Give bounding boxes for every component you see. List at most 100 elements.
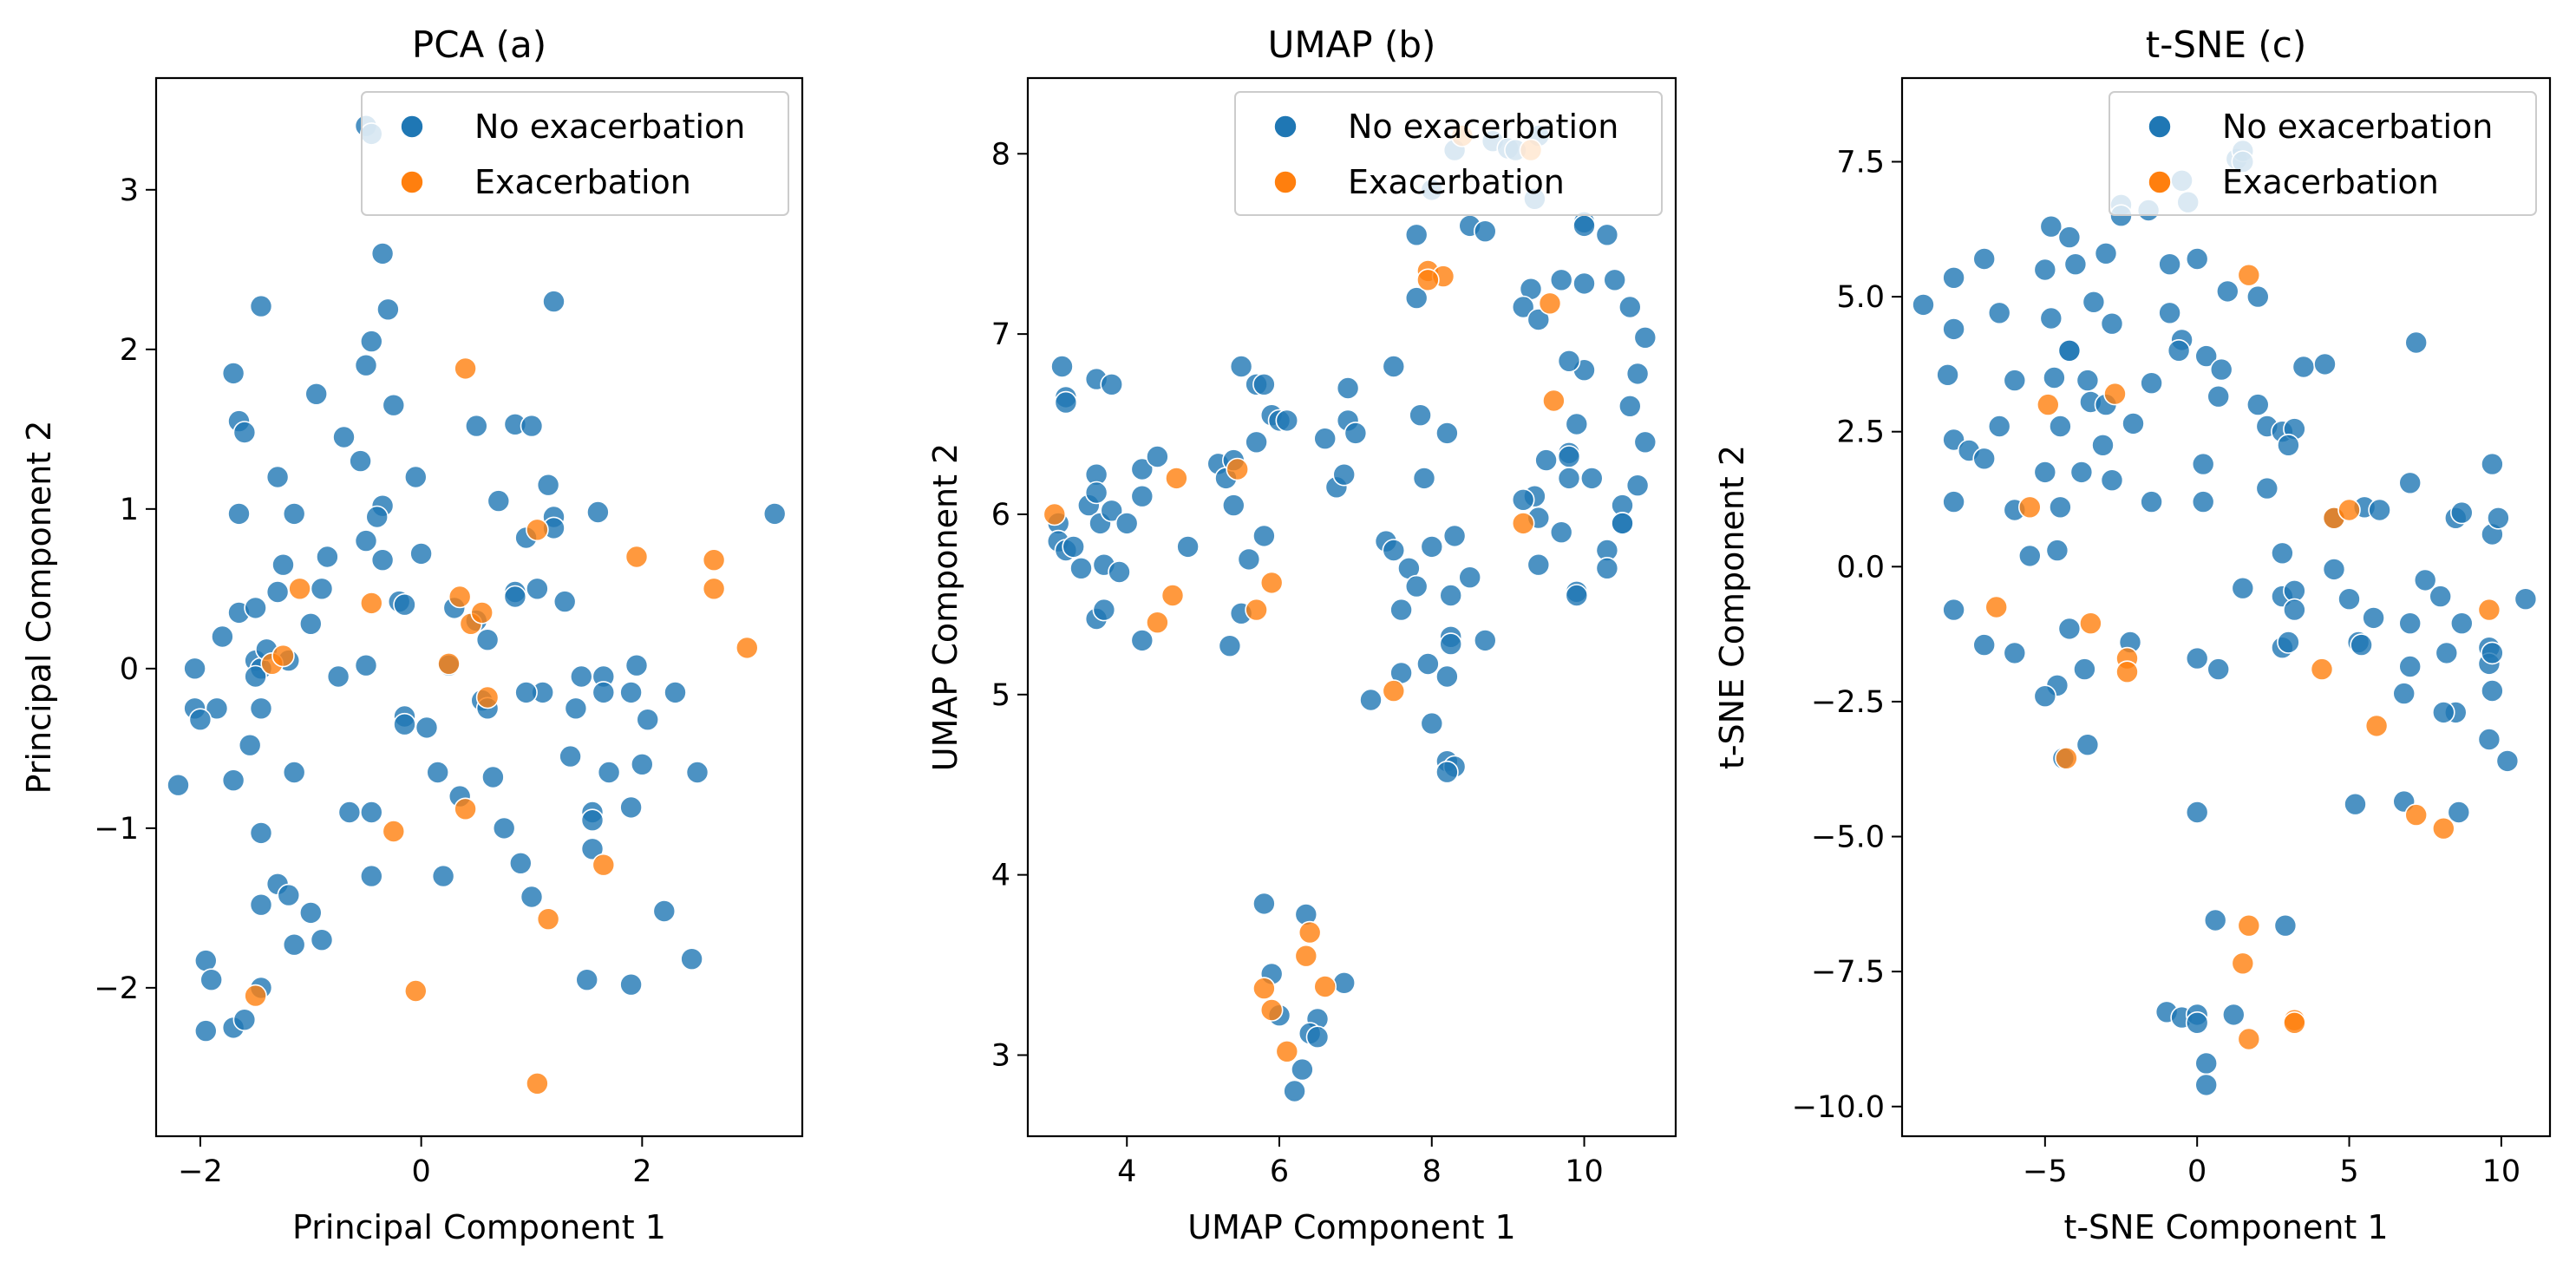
- data-point: [2246, 393, 2270, 416]
- data-point: [2283, 598, 2306, 622]
- data-point: [1222, 494, 1246, 517]
- data-point: [1100, 499, 1123, 523]
- data-point: [359, 801, 383, 824]
- data-point: [2368, 498, 2391, 522]
- data-point: [1332, 971, 1356, 995]
- data-point: [1252, 977, 1276, 1000]
- data-point: [1633, 325, 1657, 350]
- data-point: [2246, 284, 2270, 309]
- data-point: [1252, 372, 1276, 396]
- y-tick-label: −2: [94, 971, 139, 1006]
- pca-x-axis-label: Principal Component 1: [292, 1208, 666, 1246]
- data-point: [2115, 660, 2139, 684]
- data-point: [282, 761, 306, 784]
- data-point: [1226, 457, 1249, 481]
- data-point: [1538, 291, 1562, 316]
- y-tick-label: −2.5: [1811, 685, 1885, 720]
- data-point: [536, 473, 560, 497]
- data-point: [221, 362, 245, 385]
- data-point: [2033, 684, 2057, 709]
- data-point: [2194, 1073, 2218, 1097]
- data-point: [310, 928, 334, 951]
- x-tick-label: 6: [1270, 1154, 1289, 1189]
- data-point: [403, 979, 428, 1003]
- data-point: [2167, 338, 2191, 363]
- data-point: [2185, 801, 2209, 824]
- data-point: [2043, 366, 2066, 389]
- data-point: [542, 290, 566, 313]
- data-point: [304, 382, 329, 406]
- data-point: [569, 664, 593, 689]
- data-point: [1442, 524, 1467, 548]
- y-tick-label: −1: [94, 812, 139, 847]
- data-point: [1435, 422, 1459, 445]
- data-point: [2313, 352, 2337, 376]
- y-tick-label: 3: [120, 173, 139, 208]
- data-point: [1245, 598, 1268, 622]
- legend-marker-no-exacerbation: [2148, 114, 2172, 139]
- umap-series-exacerbation: [1043, 124, 1566, 1063]
- data-point: [1625, 362, 1650, 386]
- pca-axes-frame: [154, 76, 804, 1138]
- data-point: [199, 968, 223, 991]
- data-point: [559, 744, 582, 768]
- legend-marker-no-exacerbation: [400, 114, 424, 139]
- data-point: [536, 907, 560, 931]
- x-tick-label: 4: [1117, 1154, 1136, 1189]
- data-point: [1412, 467, 1436, 490]
- data-point: [2404, 330, 2428, 355]
- data-point: [249, 696, 273, 721]
- data-point: [2481, 679, 2504, 703]
- data-point: [1305, 1025, 1330, 1049]
- data-point: [409, 542, 433, 566]
- data-point: [564, 696, 588, 721]
- pca-series-exacerbation: [244, 356, 759, 1095]
- legend-label-no-exacerbation: No exacerbation: [1348, 108, 1618, 146]
- data-point: [1511, 512, 1535, 535]
- data-point: [1252, 524, 1276, 548]
- data-point: [2194, 344, 2218, 368]
- data-point: [470, 601, 494, 624]
- y-tick-label: 5: [991, 678, 1010, 713]
- legend-marker-exacerbation: [400, 170, 424, 194]
- data-point: [2481, 452, 2504, 476]
- data-point: [2481, 641, 2504, 665]
- data-point: [1050, 355, 1074, 378]
- data-point: [382, 820, 406, 843]
- data-point: [1542, 389, 1566, 413]
- data-point: [359, 330, 383, 353]
- data-point: [2185, 247, 2209, 271]
- data-point: [426, 761, 450, 784]
- data-point: [526, 577, 549, 601]
- data-point: [211, 624, 234, 649]
- data-point: [1439, 632, 1462, 656]
- data-point: [1549, 268, 1573, 292]
- data-point: [382, 393, 406, 417]
- data-point: [1176, 535, 1200, 559]
- data-point: [393, 712, 416, 736]
- data-point: [1108, 560, 1131, 584]
- data-point: [552, 590, 577, 613]
- data-point: [2237, 1027, 2261, 1051]
- x-tick-label: 10: [1565, 1154, 1604, 1189]
- data-point: [431, 864, 455, 888]
- data-point: [232, 421, 257, 444]
- data-point: [1511, 295, 1535, 319]
- data-point: [1984, 595, 2008, 619]
- y-tick-label: 6: [991, 498, 1010, 533]
- data-point: [2429, 585, 2452, 608]
- data-point: [2140, 490, 2163, 513]
- data-point: [2447, 801, 2471, 824]
- data-point: [652, 899, 677, 923]
- data-point: [2003, 369, 2027, 392]
- data-point: [2073, 657, 2096, 681]
- tsne-x-axis-label: t-SNE Component 1: [2063, 1208, 2388, 1246]
- data-point: [2057, 338, 2082, 363]
- data-point: [580, 808, 605, 833]
- data-point: [1618, 295, 1642, 319]
- legend-marker-no-exacerbation: [1273, 114, 1298, 139]
- data-point: [232, 1008, 257, 1031]
- data-point: [2057, 617, 2082, 641]
- data-point: [2271, 541, 2294, 566]
